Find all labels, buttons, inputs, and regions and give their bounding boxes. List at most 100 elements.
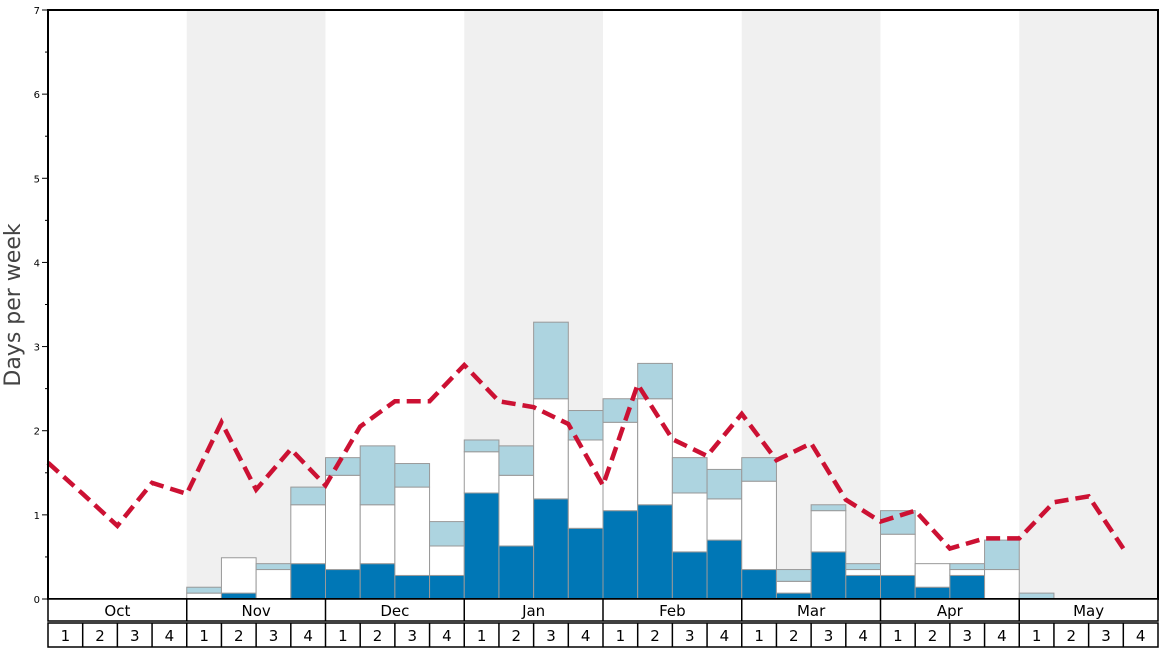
bar-series1-week10: [359, 563, 396, 600]
bar-series3-week28: [984, 539, 1020, 571]
bar-series2-week18: [637, 398, 673, 506]
bar-series1-week25: [880, 574, 916, 600]
bar-series2-week10: [359, 504, 396, 565]
bar-series3-week11: [394, 463, 431, 488]
bar-series1-week18: [637, 504, 673, 600]
month-label-jan: Jan: [521, 602, 545, 620]
bar-series1-week26: [914, 586, 951, 600]
week-label: 3: [407, 627, 417, 645]
y-tick-label: 0: [34, 595, 40, 606]
week-label: 2: [512, 627, 522, 645]
month-label-oct: Oct: [104, 602, 130, 620]
bar-series1-week11: [394, 574, 431, 600]
bar-series2-week28: [984, 569, 1020, 600]
bar-series2-week21: [741, 480, 777, 571]
week-label: 3: [130, 627, 140, 645]
bar-series3-week22: [775, 569, 812, 582]
y-tick-label: 1: [34, 511, 40, 522]
y-tick-label: 7: [34, 6, 40, 17]
week-label: 2: [95, 627, 105, 645]
line-series: [46, 361, 1126, 552]
week-label: 4: [720, 627, 730, 645]
bar-series2-week20: [706, 498, 743, 541]
bar-series1-week27: [949, 574, 986, 600]
bar-series3-week19: [671, 457, 708, 494]
month-label-may: May: [1073, 602, 1104, 620]
bar-series1-week20: [706, 539, 743, 600]
bar-series1-week23: [810, 551, 847, 600]
week-label: 3: [1101, 627, 1111, 645]
bar-series1-week9: [325, 569, 361, 600]
bar-series3-week13: [463, 439, 500, 453]
bar-series3-week24: [845, 563, 881, 571]
bar-series3-week5: [186, 586, 222, 594]
bar-series2-week9: [325, 474, 361, 571]
bar-series2-week11: [394, 486, 431, 576]
bar-series2-week13: [463, 451, 500, 494]
bar-series1-week8: [290, 563, 326, 600]
bar-series2-week16: [567, 439, 604, 529]
week-label: 2: [928, 627, 938, 645]
y-tick-label: 4: [34, 258, 40, 269]
bar-series1-week12: [429, 574, 465, 600]
bar-series1-week15: [533, 498, 569, 600]
month-label-feb: Feb: [659, 602, 686, 620]
week-label: 3: [685, 627, 695, 645]
week-label: 3: [962, 627, 972, 645]
y-tick-label: 2: [34, 427, 40, 438]
week-label: 4: [858, 627, 868, 645]
bar-series3-week16: [567, 410, 604, 441]
bar-series3-week8: [290, 486, 326, 506]
y-tick-label: 5: [34, 174, 40, 185]
bar-series3-week20: [706, 468, 743, 500]
bar-series2-week24: [845, 569, 881, 576]
bar-series2-week26: [914, 563, 951, 588]
week-label: 1: [616, 627, 626, 645]
bar-series3-week17: [602, 398, 639, 423]
week-label: 1: [754, 627, 764, 645]
week-label: 4: [581, 627, 591, 645]
bar-series2-week19: [671, 492, 708, 553]
bar-series2-week12: [429, 545, 465, 576]
bar-series3-week15: [533, 321, 569, 400]
week-label: 4: [442, 627, 452, 645]
week-label: 3: [824, 627, 834, 645]
week-label: 1: [477, 627, 487, 645]
bar-series3-week10: [359, 445, 396, 506]
week-label: 1: [61, 627, 71, 645]
bar-series2-week23: [810, 510, 847, 553]
month-label-dec: Dec: [380, 602, 409, 620]
bar-series1-week16: [567, 527, 604, 600]
month-label-nov: Nov: [241, 602, 270, 620]
week-label: 1: [199, 627, 209, 645]
bar-series1-week13: [463, 492, 500, 600]
bar-series2-week8: [290, 504, 326, 565]
bar-series2-week25: [880, 533, 916, 576]
bar-series3-week12: [429, 521, 465, 547]
week-label: 1: [1032, 627, 1042, 645]
week-label: 3: [546, 627, 556, 645]
bar-series2-week27: [949, 569, 986, 576]
week-label: 4: [165, 627, 175, 645]
week-label: 1: [893, 627, 903, 645]
bar-series2-week7: [255, 569, 292, 600]
bar-series3-week23: [810, 504, 847, 512]
bar-series1-week21: [741, 569, 777, 600]
bar-series1-week14: [498, 545, 535, 600]
week-label: 4: [997, 627, 1007, 645]
y-axis-label: Days per week: [1, 223, 26, 386]
month-label-apr: Apr: [937, 602, 964, 620]
y-tick-label: 6: [34, 90, 40, 101]
week-label: 1: [338, 627, 348, 645]
y-tick-label: 3: [34, 343, 40, 354]
bar-series1-week19: [671, 551, 708, 600]
bar-series3-week21: [741, 457, 777, 482]
month-band-may: [1019, 10, 1158, 599]
week-label: 4: [303, 627, 313, 645]
bar-series2-week22: [775, 580, 812, 594]
bar-series1-week17: [602, 510, 639, 600]
month-label-mar: Mar: [797, 602, 826, 620]
week-label: 2: [234, 627, 244, 645]
bar-series3-week27: [949, 563, 986, 571]
